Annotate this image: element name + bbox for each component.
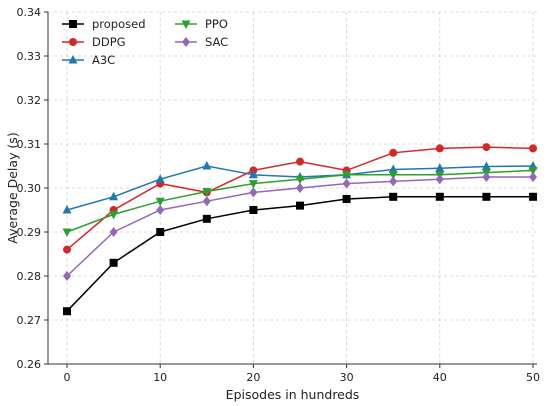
- x-tick-label: 20: [246, 371, 260, 384]
- legend-item-ppo: PPO: [175, 17, 228, 31]
- series-line-proposed: [66, 196, 533, 312]
- data-point-proposed: [249, 206, 258, 214]
- data-point-ddpg: [529, 144, 537, 153]
- x-axis-label: Episodes in hundreds: [226, 387, 360, 402]
- data-point-a3c: [109, 191, 119, 201]
- data-point-a3c: [435, 163, 445, 172]
- ticks: 0.26 0.27 0.28 0.29 0.30 0.31 0.32 0.33 0.34 0 10 2…: [17, 6, 541, 384]
- data-point-ppo: [202, 188, 212, 197]
- data-point-ppo: [295, 175, 305, 185]
- x-tick-label: 0: [64, 371, 71, 384]
- legend-label-ppo: PPO: [205, 17, 228, 31]
- legend-item-a3c: A3C: [62, 53, 115, 67]
- y-tick-label: 0.34: [17, 6, 42, 19]
- data-point-ddpg: [435, 144, 444, 153]
- x-tick-label: 50: [526, 371, 540, 384]
- data-point-a3c: [481, 161, 491, 170]
- series-ddpg: [63, 143, 537, 254]
- legend-label-proposed: proposed: [92, 17, 146, 31]
- data-point-sac: [109, 227, 118, 237]
- data-point-sac: [435, 174, 444, 185]
- y-tick-label: 0.26: [17, 358, 42, 371]
- legend-label-ddpg: DDPG: [92, 35, 126, 49]
- data-point-ppo: [109, 210, 119, 220]
- legend-marker-sac: [182, 37, 190, 47]
- data-point-sac: [296, 183, 304, 193]
- data-point-proposed: [435, 192, 444, 201]
- legend-item-ddpg: DDPG: [62, 35, 126, 49]
- data-point-proposed: [156, 228, 165, 236]
- data-point-a3c: [388, 164, 398, 174]
- legend-marker-proposed: [69, 20, 77, 28]
- data-point-proposed: [63, 307, 71, 316]
- data-point-proposed: [342, 195, 351, 203]
- x-tick-label: 30: [340, 371, 354, 384]
- data-point-sac: [63, 271, 71, 281]
- legend-marker-a3c: [68, 55, 78, 64]
- series-group: [62, 143, 538, 316]
- data-point-proposed: [389, 192, 398, 201]
- data-point-ddpg: [63, 245, 71, 254]
- data-point-proposed: [482, 192, 491, 201]
- y-tick-label: 0.31: [17, 138, 42, 151]
- y-axis-label: Average Delay (s): [5, 132, 20, 243]
- data-point-a3c: [248, 169, 258, 179]
- data-point-a3c: [155, 174, 165, 183]
- data-point-ppo: [62, 228, 72, 237]
- data-point-sac: [249, 187, 258, 198]
- data-point-proposed: [109, 258, 118, 267]
- data-point-sac: [342, 178, 351, 189]
- y-tick-label: 0.27: [17, 314, 42, 327]
- series-sac: [63, 172, 537, 281]
- x-tick-label: 10: [153, 371, 167, 384]
- data-point-sac: [389, 176, 398, 187]
- data-point-ppo: [388, 171, 398, 180]
- data-point-ppo: [342, 171, 352, 180]
- y-tick-label: 0.30: [17, 182, 42, 195]
- legend: proposed DDPG A3C PPO SAC: [62, 17, 228, 67]
- data-point-sac: [202, 196, 211, 207]
- data-point-ddpg: [296, 157, 304, 166]
- data-point-ppo: [248, 180, 258, 189]
- legend-marker-ddpg: [69, 38, 77, 46]
- y-tick-label: 0.29: [17, 226, 42, 239]
- legend-label-sac: SAC: [205, 35, 228, 49]
- data-point-a3c: [202, 161, 212, 170]
- data-point-sac: [156, 205, 165, 215]
- data-point-sac: [529, 172, 537, 182]
- series-proposed: [63, 192, 537, 316]
- series-ppo: [62, 166, 538, 237]
- legend-item-sac: SAC: [175, 35, 228, 49]
- data-point-ddpg: [389, 148, 398, 157]
- x-tick-label: 40: [433, 371, 447, 384]
- data-point-ddpg: [482, 143, 491, 152]
- data-point-proposed: [202, 214, 211, 223]
- legend-label-a3c: A3C: [92, 53, 115, 67]
- legend-item-proposed: proposed: [62, 17, 146, 31]
- y-tick-label: 0.33: [17, 50, 42, 63]
- legend-marker-ppo: [181, 20, 191, 29]
- data-point-a3c: [62, 205, 72, 214]
- data-point-ppo: [528, 166, 538, 176]
- data-point-proposed: [296, 201, 304, 210]
- y-tick-label: 0.28: [17, 270, 42, 283]
- y-tick-label: 0.32: [17, 94, 42, 107]
- data-point-proposed: [529, 192, 537, 201]
- data-point-sac: [482, 172, 491, 182]
- data-point-ppo: [155, 197, 165, 207]
